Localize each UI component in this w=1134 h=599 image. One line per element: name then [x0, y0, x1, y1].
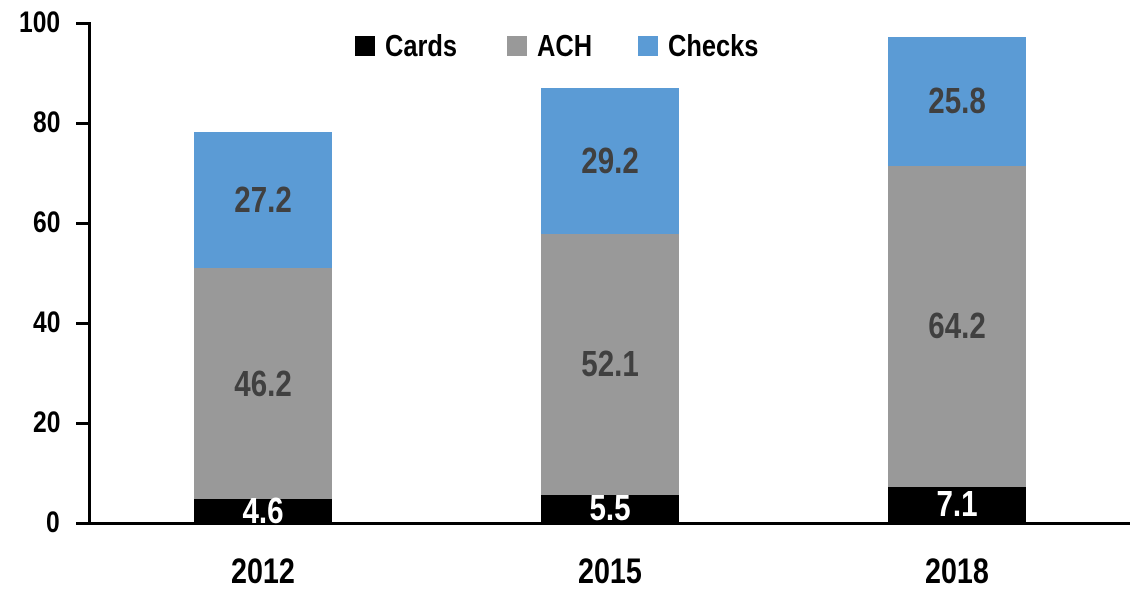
data-label: 52.1 — [581, 343, 639, 385]
data-label: 25.8 — [927, 80, 986, 121]
legend-item: Checks — [638, 30, 778, 61]
bar-segment-ach: 64.2 — [887, 165, 1026, 487]
data-label: 4.6 — [242, 489, 284, 531]
y-tick-label-text: 40 — [32, 306, 60, 339]
y-tick-label: 100 — [0, 8, 60, 38]
y-tick-mark — [76, 122, 89, 125]
legend-label: ACH — [537, 28, 593, 63]
legend-marker-checks — [638, 35, 659, 56]
y-tick-label: 60 — [0, 208, 60, 238]
bar-2015: 29.2 52.1 5.5 — [541, 88, 679, 526]
y-tick-label-text: 100 — [18, 6, 60, 39]
y-tick-mark — [76, 222, 89, 225]
legend-marker-ach — [507, 35, 528, 56]
data-label: 29.2 — [581, 140, 639, 181]
x-tick-label-text: 2015 — [578, 552, 642, 591]
legend-item: ACH — [507, 30, 604, 61]
y-tick-label: 0 — [0, 508, 60, 538]
y-tick-mark — [76, 522, 89, 525]
bar-segment-checks: 29.2 — [541, 88, 679, 234]
legend-label: Cards — [385, 28, 458, 63]
bar-segment-cards: 7.1 — [887, 483, 1026, 525]
legend-marker-cards — [355, 35, 376, 56]
chart-legend: Cards ACH Checks — [0, 30, 1134, 61]
y-tick-label: 40 — [0, 308, 60, 338]
x-axis-line — [88, 522, 1130, 525]
legend-label: Checks — [668, 28, 759, 63]
x-tick-label-text: 2018 — [924, 552, 989, 591]
data-label: 27.2 — [234, 179, 293, 220]
y-axis-line — [88, 22, 91, 525]
x-tick-label: 2018 — [867, 554, 1047, 590]
y-tick-label-text: 60 — [32, 206, 60, 239]
y-tick-mark — [76, 322, 89, 325]
y-tick-label-text: 20 — [32, 406, 60, 439]
bar-segment-checks: 25.8 — [887, 36, 1026, 166]
y-tick-label-text: 0 — [46, 506, 60, 539]
bar-segment-ach: 46.2 — [194, 268, 333, 499]
y-tick-label-text: 80 — [32, 106, 60, 139]
data-label: 5.5 — [589, 487, 631, 529]
bar-segment-checks: 27.2 — [194, 132, 333, 268]
bar-segment-ach: 52.1 — [541, 234, 679, 495]
data-label: 7.1 — [936, 483, 978, 525]
bar-2012: 27.2 46.2 4.6 — [194, 132, 333, 528]
data-label: 46.2 — [234, 362, 293, 404]
y-tick-mark — [76, 422, 89, 425]
data-label: 64.2 — [927, 305, 986, 346]
x-tick-label: 2015 — [520, 554, 700, 590]
legend-item: Cards — [355, 30, 473, 61]
y-tick-label: 80 — [0, 108, 60, 138]
bar-segment-cards: 4.6 — [194, 492, 333, 528]
y-tick-mark — [76, 22, 89, 25]
x-tick-label-text: 2012 — [231, 552, 296, 591]
y-tick-label: 20 — [0, 408, 60, 438]
bar-segment-cards: 5.5 — [541, 490, 679, 526]
x-tick-label: 2012 — [173, 554, 353, 590]
bar-2018: 25.8 64.2 7.1 — [887, 36, 1026, 525]
